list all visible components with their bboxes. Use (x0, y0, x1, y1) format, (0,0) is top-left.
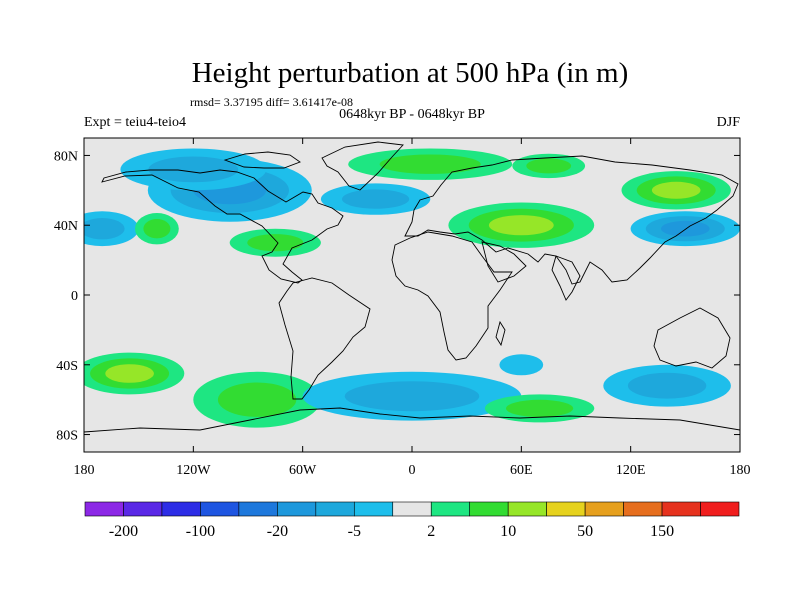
field-anomaly-5-level-1 (379, 154, 481, 174)
madagascar-coast (495, 320, 506, 347)
colorbar-label: 50 (577, 523, 593, 540)
field-anomaly-9-level-1 (143, 219, 171, 239)
field-anomaly-12-level-1 (217, 382, 297, 417)
field-anomaly-4-level-2 (661, 220, 710, 237)
greenland-coast (321, 141, 404, 191)
colorbar-box-4 (238, 501, 278, 517)
y-tick-label: 40S (56, 359, 78, 374)
field-anomaly-13-level-1 (344, 381, 480, 412)
colorbar-box-12 (546, 501, 586, 517)
colorbar-box-5 (277, 501, 317, 517)
field-anomaly-2-level-1 (342, 189, 410, 209)
colorbar-box-14 (623, 501, 663, 517)
south-america-coast (278, 277, 371, 400)
chart-title: Height perturbation at 500 hPa (in m) (192, 57, 629, 89)
x-tick-label: 180 (74, 463, 95, 478)
y-tick-label: 40N (54, 219, 78, 234)
field-anomaly-14-level-1 (627, 372, 707, 399)
colorbar-box-13 (584, 501, 624, 517)
coastlines (84, 141, 740, 433)
colorbar-label: -5 (348, 523, 361, 540)
x-tick-label: 120W (176, 463, 211, 478)
colorbar-box-9 (430, 501, 471, 517)
india-coast (551, 255, 581, 301)
colorbar-label: 150 (650, 523, 674, 540)
x-tick-label: 60W (289, 463, 317, 478)
colorbar-box-16 (700, 501, 740, 517)
x-tick-label: 0 (409, 463, 416, 478)
stats-label: rmsd= 3.37195 diff= 3.61417e-08 (190, 95, 353, 109)
y-tick-label: 80S (56, 429, 78, 444)
period-label: 0648kyr BP - 0648kyr BP (339, 107, 485, 122)
africa-coast (391, 231, 513, 361)
field-anomaly-3-level-1 (84, 218, 125, 240)
colorbar-box-8 (392, 501, 432, 517)
field-layer (84, 148, 740, 428)
y-tick-label: 80N (54, 149, 78, 164)
colorbar-label: 10 (500, 523, 516, 540)
y-tick-label: 0 (71, 289, 78, 304)
field-anomaly-10-level-1 (247, 234, 304, 252)
field-anomaly-8-level-1 (526, 158, 572, 174)
colorbar-box-0 (84, 501, 124, 517)
field-anomaly-16-level-1 (505, 399, 574, 417)
axis-ticks: 180 120W 60W 0 60E 120E 180 80N 40N 0 40S 80S (54, 138, 751, 478)
colorbar-label: 2 (427, 523, 435, 540)
x-tick-label: 180 (730, 463, 751, 478)
europe-asia-coast (404, 155, 739, 285)
colorbar-label: -20 (267, 523, 288, 540)
antarctica-coast (84, 407, 740, 433)
colorbar-box-2 (161, 501, 201, 517)
colorbar: -200 -100 -20 -5 2 10 50 150 (84, 501, 740, 540)
field-anomaly-15-level-0 (499, 354, 544, 376)
x-tick-label: 120E (616, 463, 646, 478)
north-america-coast (101, 169, 344, 284)
colorbar-box-15 (661, 501, 701, 517)
field-anomaly-11-level-2 (105, 364, 154, 383)
colorbar-box-1 (123, 501, 163, 517)
colorbar-label: -200 (109, 523, 138, 540)
colorbar-box-11 (507, 501, 547, 517)
field-anomaly-7-level-2 (651, 181, 701, 199)
colorbar-box-3 (200, 501, 240, 517)
arctic-islands (223, 151, 301, 169)
colorbar-box-7 (353, 501, 394, 517)
colorbar-box-10 (469, 501, 509, 517)
colorbar-label: -100 (186, 523, 215, 540)
season-label: DJF (717, 115, 741, 130)
australia-coast (653, 307, 731, 369)
x-tick-label: 60E (510, 463, 533, 478)
field-anomaly-6-level-2 (488, 215, 554, 236)
colorbar-box-6 (315, 501, 355, 517)
field-anomaly-1-level-1 (148, 156, 239, 183)
arabia-coast (481, 241, 527, 283)
experiment-label: Expt = teiu4-teio4 (84, 115, 186, 130)
